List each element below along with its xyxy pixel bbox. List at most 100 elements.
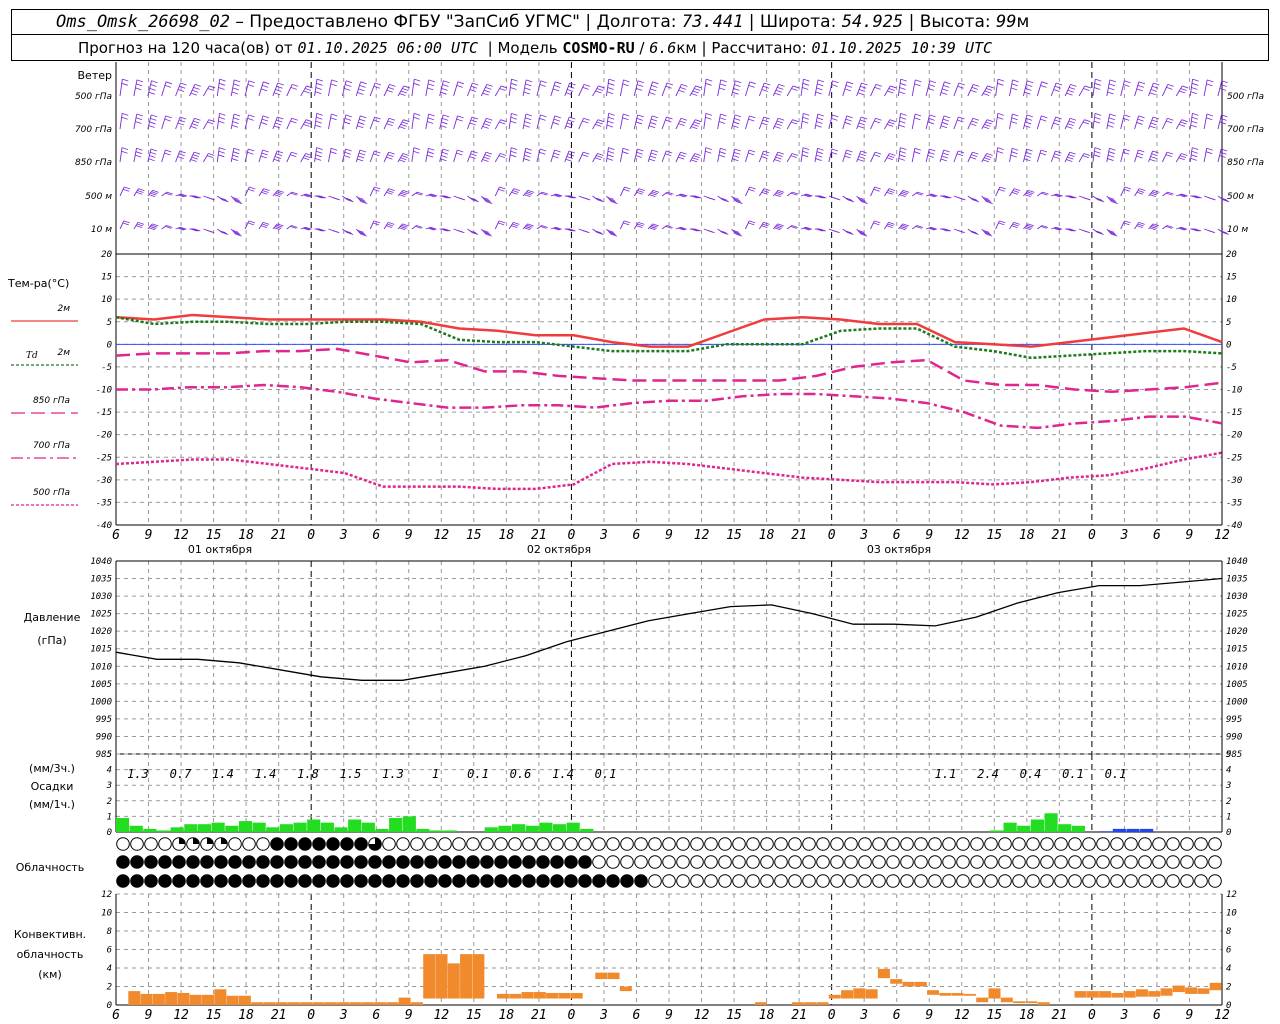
wind-barb-flag [748, 84, 755, 88]
wind-barb-flag [179, 116, 187, 120]
cloud-symbol [158, 874, 172, 888]
wind-barb-flag [1054, 85, 1061, 89]
rain-bar [525, 825, 539, 832]
wind-barb-flag [1083, 88, 1090, 91]
wind-barb-flag [635, 155, 642, 158]
rain-bar [184, 824, 198, 832]
rain-bar [170, 827, 184, 832]
wind-barb-flag [1095, 78, 1102, 82]
wind-barb [328, 113, 332, 130]
wind-barb-flag [510, 82, 518, 86]
wind-barb-flag [372, 222, 380, 226]
wind-barb-flag [804, 227, 811, 231]
wind-barb-flag [457, 229, 464, 233]
time-tick-label-bottom: 9 [145, 1008, 153, 1023]
cloud-symbol [942, 837, 956, 851]
rain-bar [348, 819, 362, 832]
wind-barb-flag [305, 226, 312, 230]
wind-barb-flag [403, 85, 410, 89]
cloud-symbol [1194, 837, 1208, 851]
wind-barb-flag [149, 87, 156, 91]
wind-barb-flag [762, 119, 769, 123]
cloud-symbol [326, 855, 340, 869]
wind-barb [953, 150, 959, 163]
cloud-symbol [228, 855, 242, 869]
wind-barb-flag [1040, 226, 1047, 229]
wind-barb-flag [816, 117, 824, 121]
calc-time: 01.10.2025 10:39 UTC [811, 39, 993, 57]
wind-barb [272, 150, 278, 163]
wind-barb-flag [1053, 227, 1060, 231]
wind-barb-flag [678, 123, 685, 127]
wind-barb-flag [761, 225, 768, 229]
wind-barb-flag [148, 227, 156, 231]
wind-barb [1203, 79, 1208, 97]
wind-barb-flag [1109, 198, 1116, 202]
wind-barb-flag [345, 80, 353, 84]
wind-barb [1092, 147, 1096, 163]
cloud-symbol [214, 855, 228, 869]
wind-barb [661, 116, 667, 130]
wind-barb [1120, 148, 1125, 163]
wind-barb-flag [344, 151, 351, 155]
wind-barb [745, 186, 751, 197]
wind-barb-flag [816, 151, 824, 155]
wind-barb-flag [790, 226, 797, 229]
cloud-symbol [676, 874, 690, 888]
wind-barb-flag [733, 118, 741, 121]
wind-barb-flag [748, 152, 755, 156]
wind-barb-flag [650, 226, 657, 229]
cloud-symbol [802, 855, 816, 869]
wind-barb-flag [806, 193, 813, 197]
convective-bar [791, 1002, 804, 1005]
wind-barb-flag [523, 124, 530, 128]
wind-barb-flag [179, 194, 186, 197]
temp-ytick-right: -25 [1226, 453, 1242, 463]
convective-bar [1074, 991, 1087, 998]
wind-barb [1161, 84, 1169, 97]
convective-bar [509, 993, 522, 999]
wind-barb-flag [135, 154, 142, 158]
time-tick-label-bottom: 6 [893, 1008, 901, 1023]
wind-barb-flag [291, 151, 298, 155]
wind-barb-flag [314, 158, 322, 161]
wind-barb-flag [1024, 125, 1031, 128]
wind-barb-flag [1192, 147, 1199, 151]
wind-barb-flag [1040, 118, 1047, 122]
wind-barb-flag [1192, 195, 1200, 199]
wind-barb-flag [791, 121, 798, 125]
rain-bar [279, 824, 294, 832]
wind-barb [244, 148, 249, 163]
wind-barb-flag [218, 120, 225, 124]
wind-barb [480, 118, 487, 130]
wind-barb-flag [986, 119, 994, 123]
wind-barb-flag [733, 231, 740, 234]
convective-bar [1000, 997, 1013, 1003]
wind-barb-flag [1069, 117, 1077, 121]
wind-barb-flag [484, 154, 491, 158]
wind-barb-flag [290, 192, 297, 196]
wind-barb-flag [556, 193, 563, 197]
wind-barb-flag [304, 194, 311, 197]
wind-barb-flag [846, 115, 853, 119]
cloud-symbol [592, 874, 606, 888]
precip-ytick-right: 2 [1226, 797, 1231, 807]
wind-barb-flag [1206, 147, 1213, 151]
cloud-symbol [1082, 837, 1096, 851]
wind-barb-flag [1179, 155, 1187, 158]
wind-barb-flag [816, 195, 823, 199]
wind-barb [411, 113, 415, 130]
cloud-symbol [1040, 837, 1054, 851]
wind-barb-flag [1152, 223, 1160, 227]
wind-barb [258, 188, 264, 197]
wind-barb-flag [441, 155, 448, 158]
precip-3h-total: 0.1 [1062, 767, 1084, 781]
precip-ytick-left: 0 [107, 828, 112, 838]
wind-barb-flag [135, 117, 143, 121]
wind-barb-flag [138, 188, 145, 191]
wind-barb-flag [261, 152, 268, 156]
wind-barb-flag [511, 191, 518, 195]
wind-barb [661, 82, 668, 97]
wind-barb-flag [596, 88, 604, 91]
wind-barb-flag [816, 87, 823, 91]
